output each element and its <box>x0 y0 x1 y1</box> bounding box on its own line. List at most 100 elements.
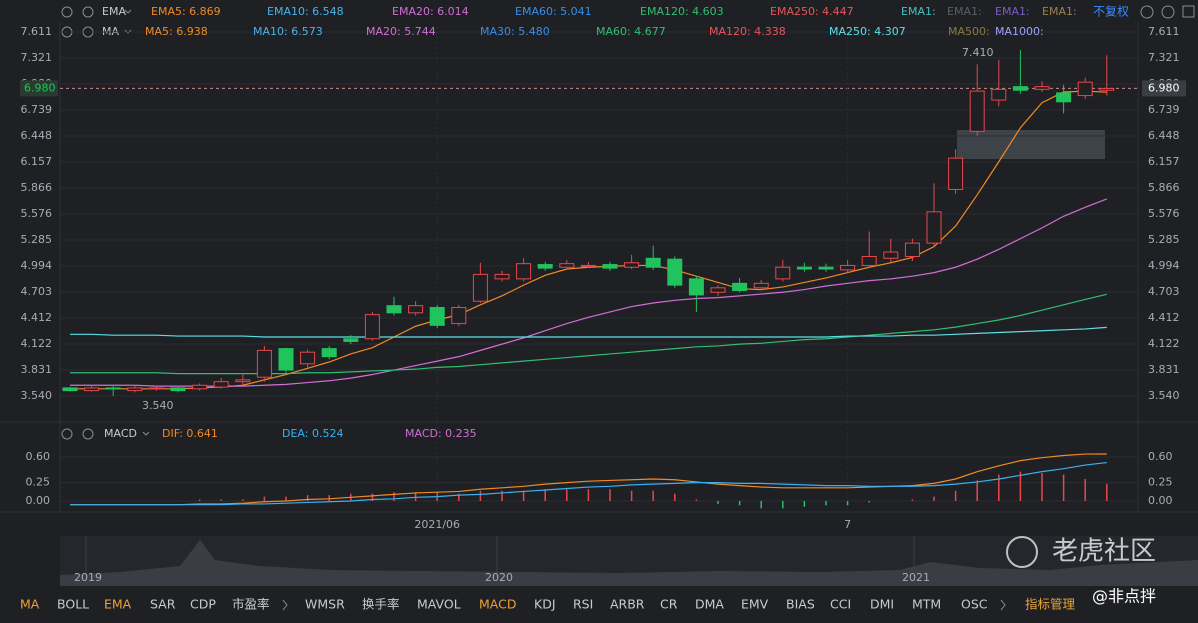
toolbar-item[interactable]: EMA <box>104 597 132 612</box>
navigator-label: 2020 <box>485 571 513 584</box>
y-tick-label: 4.703 <box>1148 285 1180 298</box>
candle-body <box>408 305 424 314</box>
settings-icon[interactable] <box>1161 5 1175 19</box>
y-tick-label: 4.122 <box>21 337 53 350</box>
toolbar-item[interactable]: MACD <box>479 597 516 612</box>
legend-entry: EMA10: 6.548 <box>267 5 344 18</box>
legend-entry: EMA120: 4.603 <box>640 5 724 18</box>
gear-icon[interactable] <box>61 6 73 18</box>
legend-entry: EMA20: 6.014 <box>392 5 469 18</box>
candle-body <box>84 387 100 392</box>
y-tick-label: 3.831 <box>1148 363 1180 376</box>
legend-entry: DEA: 0.524 <box>282 427 343 440</box>
legend-entry: DIF: 0.641 <box>162 427 218 440</box>
candle-body <box>602 264 618 269</box>
candle-body <box>948 157 964 190</box>
legend-entry: EMA5: 6.869 <box>151 5 221 18</box>
y-tick-label: 5.576 <box>1148 207 1180 220</box>
candle-body <box>451 306 467 325</box>
candle-body <box>321 348 337 358</box>
expand-icon[interactable] <box>1182 5 1195 18</box>
toolbar-item[interactable]: MTM <box>912 597 941 612</box>
toolbar-item[interactable]: 换手率 <box>362 597 400 612</box>
y-tick-label: 6.157 <box>1148 155 1180 168</box>
y-tick-label: 3.540 <box>21 389 53 402</box>
x-tick-label: 2021/06 <box>414 518 460 531</box>
candle-body <box>537 264 553 269</box>
close-icon[interactable] <box>82 428 94 440</box>
adjust-toggle[interactable]: 不复权 <box>1093 5 1129 19</box>
y-tick-label: 7.321 <box>1148 51 1180 64</box>
y-tick-label: 3.540 <box>1148 389 1180 402</box>
y-tick-label: 4.703 <box>21 285 53 298</box>
toolbar-item[interactable]: CCI <box>830 597 851 612</box>
legend-entry: MACD: 0.235 <box>405 427 477 440</box>
y-tick-label: 5.866 <box>1148 181 1180 194</box>
toolbar-item[interactable]: RSI <box>573 597 593 612</box>
refresh-icon[interactable] <box>1140 5 1154 19</box>
header-icons <box>61 5 1195 611</box>
toolbar-item[interactable]: EMV <box>741 597 769 612</box>
indicator-label[interactable]: MACD <box>104 427 137 440</box>
price-tag-label: 6.980 <box>24 81 56 94</box>
close-icon[interactable] <box>82 6 94 18</box>
toolbar-item[interactable]: KDJ <box>534 597 556 612</box>
candle-body <box>796 266 812 270</box>
toolbar-item[interactable]: BOLL <box>57 597 89 612</box>
legend-entry: MA30: 5.480 <box>480 25 550 38</box>
toolbar-item[interactable]: WMSR <box>305 597 345 612</box>
price-tag <box>20 80 58 97</box>
chevron[interactable] <box>1000 599 1006 611</box>
price-tag-label: 6.980 <box>1148 81 1180 94</box>
gear-icon[interactable] <box>61 428 73 440</box>
legend-entry: EMA60: 5.041 <box>515 5 592 18</box>
chevron[interactable] <box>124 29 132 34</box>
candle-body <box>278 348 294 371</box>
candle-body <box>235 379 251 383</box>
candle-body <box>148 387 164 390</box>
toolbar-item[interactable]: SAR <box>150 597 176 612</box>
y-tick-label: 6.157 <box>21 155 53 168</box>
legend-entry: MA1000: <box>995 25 1044 38</box>
candle-body <box>1034 86 1050 90</box>
y-tick-label: 6.739 <box>1148 103 1180 116</box>
chevron[interactable] <box>124 9 132 14</box>
y-tick-label: 4.122 <box>1148 337 1180 350</box>
toolbar-item[interactable]: 市盈率 <box>232 597 270 612</box>
y-tick-label: 0.60 <box>26 450 51 463</box>
toolbar-item[interactable]: ARBR <box>610 597 645 612</box>
toolbar-item[interactable]: DMI <box>870 597 894 612</box>
chevron[interactable] <box>282 599 288 611</box>
toolbar-item[interactable]: OSC <box>961 597 988 612</box>
y-tick-label: 4.994 <box>1148 259 1180 272</box>
watermark-logo <box>1006 536 1038 568</box>
candle-body <box>516 263 532 280</box>
candle-body <box>688 278 704 296</box>
toolbar-item[interactable]: MA <box>20 597 40 612</box>
toolbar-item[interactable]: MAVOL <box>417 597 461 612</box>
toolbar-item[interactable]: CDP <box>190 597 216 612</box>
toolbar-item[interactable]: CR <box>660 597 678 612</box>
legend-entry: EMA1: <box>901 5 936 18</box>
candle-body <box>732 282 748 291</box>
candle-body <box>861 256 877 266</box>
x-tick-label: 7 <box>844 518 851 531</box>
toolbar-item[interactable]: 指标管理 <box>1025 597 1076 612</box>
toolbar-item[interactable]: DMA <box>695 597 724 612</box>
candle-body <box>192 384 208 390</box>
candle-body <box>1099 87 1115 91</box>
candle-body <box>1056 92 1072 103</box>
y-tick-label: 4.412 <box>21 311 53 324</box>
legend-entry: EMA250: 4.447 <box>770 5 854 18</box>
chevron[interactable] <box>142 431 150 436</box>
toolbar-item[interactable]: BIAS <box>786 597 815 612</box>
candle-body <box>645 257 661 268</box>
indicator-label[interactable]: EMA <box>102 5 126 18</box>
y-tick-label: 7.321 <box>21 51 53 64</box>
candle-body <box>559 263 575 268</box>
candle-body <box>775 266 791 280</box>
watermark-user: @非点拌 <box>1092 587 1156 606</box>
price-tag <box>1142 80 1186 97</box>
indicator-label[interactable]: MA <box>102 25 119 38</box>
